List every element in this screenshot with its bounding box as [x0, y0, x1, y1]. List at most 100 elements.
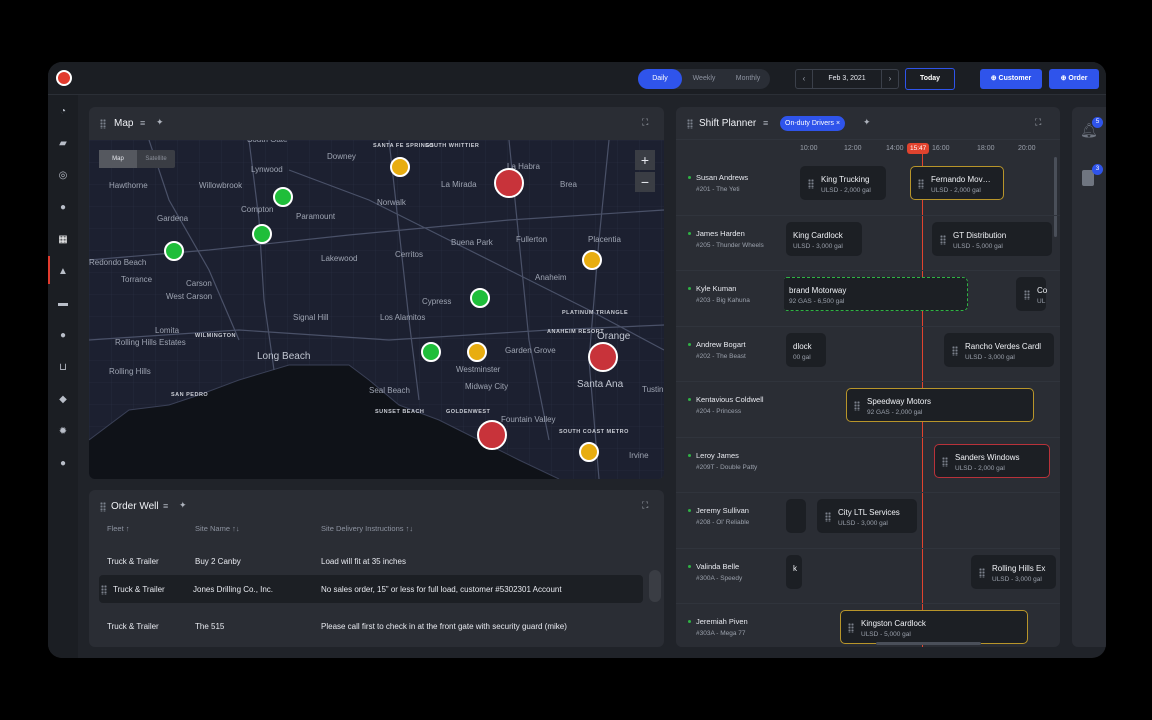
- delivery-card[interactable]: Fernando Mov… ULSD - 2,000 gal: [910, 166, 1004, 200]
- driver-name[interactable]: Jeremy Sullivan: [696, 506, 749, 515]
- sort-icon[interactable]: ↑: [125, 524, 130, 533]
- drag-handle-icon[interactable]: [1024, 290, 1030, 300]
- pin-icon[interactable]: ✦: [863, 117, 871, 127]
- map-pin-green[interactable]: [470, 288, 490, 308]
- map-pin-green[interactable]: [273, 187, 293, 207]
- expand-icon[interactable]: ⛶: [1035, 117, 1042, 127]
- drag-handle-icon[interactable]: [979, 567, 985, 578]
- next-day-button[interactable]: ›: [888, 74, 892, 83]
- table-row[interactable]: Truck & Trailer Jones Drilling Co., Inc.…: [99, 575, 643, 603]
- view-daily-button[interactable]: Daily: [638, 69, 682, 89]
- delivery-card[interactable]: dlock 00 gal: [786, 332, 826, 367]
- delivery-card[interactable]: City LTL Services ULSD - 3,000 gal: [817, 499, 917, 533]
- shield-icon[interactable]: ◆: [59, 394, 67, 405]
- drag-handle-icon[interactable]: [942, 456, 948, 467]
- delivery-card[interactable]: Rancho Verdes Cardl ULSD - 3,000 gal: [944, 332, 1054, 367]
- delivery-card[interactable]: King Cardlock ULSD - 3,000 gal: [786, 221, 862, 256]
- column-header-site-name[interactable]: Site Name ↑↓: [195, 524, 240, 533]
- pin-icon[interactable]: ✦: [156, 117, 164, 127]
- prev-day-button[interactable]: ‹: [802, 74, 806, 83]
- map-view-button[interactable]: Map: [99, 150, 137, 168]
- brand-logo[interactable]: [56, 70, 72, 86]
- map-pin-green[interactable]: [421, 342, 441, 362]
- map-pin-red[interactable]: [494, 168, 524, 198]
- map-pin-yellow[interactable]: [579, 442, 599, 462]
- delivery-card[interactable]: Kingston Cardlock ULSD - 5,000 gal: [840, 610, 1028, 644]
- delivery-card[interactable]: GT Distribution ULSD - 5,000 gal: [932, 221, 1052, 256]
- driver-name[interactable]: Kyle Kuman: [696, 284, 737, 293]
- driver-name[interactable]: Kentavious Coldwell: [696, 395, 764, 404]
- steering-icon[interactable]: ◎: [58, 170, 68, 181]
- satellite-view-button[interactable]: Satellite: [145, 156, 167, 162]
- map-pin-red[interactable]: [477, 420, 507, 450]
- drag-handle-icon[interactable]: [825, 512, 831, 522]
- drag-handle-icon[interactable]: [687, 119, 693, 129]
- zoom-in-button[interactable]: +: [635, 150, 655, 170]
- zoom-out-button[interactable]: −: [635, 172, 655, 192]
- drag-handle-icon[interactable]: [100, 119, 106, 129]
- driver-name[interactable]: Leroy James: [696, 450, 739, 460]
- sort-icon[interactable]: ↑↓: [232, 524, 240, 533]
- add-order-button[interactable]: ⊕ Order: [1049, 69, 1099, 89]
- driver-name[interactable]: Jeremiah Piven: [696, 617, 748, 626]
- cart-icon[interactable]: ⊔: [59, 362, 67, 373]
- driver-name[interactable]: James Harden: [696, 228, 745, 238]
- drag-handle-icon[interactable]: [854, 401, 860, 411]
- drag-handle-icon[interactable]: [808, 179, 814, 189]
- group-icon[interactable]: ●: [59, 202, 67, 213]
- drag-handle-icon[interactable]: [918, 179, 924, 189]
- add-customer-button[interactable]: ⊕ Customer: [980, 69, 1042, 89]
- today-button[interactable]: Today: [905, 68, 955, 90]
- person-icon[interactable]: ●: [59, 458, 67, 469]
- expand-icon[interactable]: ⛶: [642, 500, 649, 510]
- map-pin-green[interactable]: [164, 241, 184, 261]
- current-date[interactable]: Feb 3, 2021: [812, 70, 882, 88]
- map-pin-green[interactable]: [252, 224, 272, 244]
- users-icon[interactable]: ●: [59, 330, 67, 341]
- delivery-card[interactable]: Co UL: [1016, 277, 1047, 311]
- drag-handle-icon[interactable]: [101, 585, 107, 595]
- folder-icon[interactable]: ▬: [58, 298, 68, 309]
- column-header-instructions[interactable]: Site Delivery Instructions ↑↓: [321, 524, 414, 533]
- dashboard-icon[interactable]: ◔: [59, 106, 67, 117]
- on-duty-filter-chip[interactable]: On-duty Drivers ×: [780, 116, 846, 131]
- delivery-card[interactable]: brand Motorway 92 GAS - 6,500 gal: [782, 277, 968, 311]
- drag-handle-icon[interactable]: [848, 623, 854, 633]
- drag-handle-icon[interactable]: [940, 234, 946, 245]
- horizontal-scrollbar[interactable]: [876, 642, 981, 645]
- view-monthly-button[interactable]: Monthly: [735, 75, 761, 82]
- driver-name[interactable]: Valinda Belle: [696, 561, 740, 571]
- map-pin-yellow[interactable]: [390, 157, 410, 177]
- column-header-fleet[interactable]: Fleet ↑: [107, 524, 130, 533]
- gear-icon[interactable]: ✹: [58, 426, 68, 437]
- vertical-scrollbar[interactable]: [1054, 157, 1057, 237]
- delivery-card[interactable]: Speedway Motors 92 GAS - 2,000 gal: [846, 388, 1034, 422]
- document-icon[interactable]: [1082, 170, 1094, 186]
- drag-handle-icon[interactable]: [952, 345, 958, 356]
- view-weekly-button[interactable]: Weekly: [692, 75, 716, 82]
- table-row[interactable]: Truck & Trailer Buy 2 Canby Load will fi…: [99, 547, 659, 575]
- map-pin-yellow[interactable]: [467, 342, 487, 362]
- filter-icon[interactable]: ≡: [763, 118, 769, 128]
- map-canvas[interactable]: Map Satellite + − South Gate Downey SANTA …: [89, 140, 664, 479]
- expand-icon[interactable]: ⛶: [642, 117, 649, 127]
- calendar-icon[interactable]: ▦: [58, 234, 68, 245]
- delivery-card[interactable]: Sanders Windows ULSD - 2,000 gal: [934, 443, 1050, 478]
- map-pin-yellow[interactable]: [582, 250, 602, 270]
- filter-icon[interactable]: ≡: [140, 118, 146, 128]
- sort-icon[interactable]: ↑↓: [405, 524, 414, 533]
- map-icon[interactable]: ▲: [58, 266, 68, 277]
- driver-name[interactable]: Andrew Bogart: [696, 339, 746, 349]
- table-row[interactable]: Truck & Trailer The 515 Please call firs…: [99, 612, 659, 640]
- truck-icon[interactable]: ▰: [59, 138, 67, 149]
- drag-handle-icon[interactable]: [100, 502, 106, 512]
- delivery-card[interactable]: k: [786, 554, 802, 589]
- delivery-card[interactable]: [786, 499, 806, 533]
- map-pin-red[interactable]: [588, 342, 618, 372]
- filter-icon[interactable]: ≡: [163, 501, 169, 511]
- delivery-card[interactable]: King Trucking ULSD - 2,000 gal: [800, 166, 886, 200]
- pin-icon[interactable]: ✦: [179, 500, 187, 510]
- row-scroller[interactable]: [649, 570, 661, 602]
- delivery-card[interactable]: Rolling Hills Ex ULSD - 3,000 gal: [971, 554, 1056, 589]
- driver-name[interactable]: Susan Andrews: [696, 173, 749, 182]
